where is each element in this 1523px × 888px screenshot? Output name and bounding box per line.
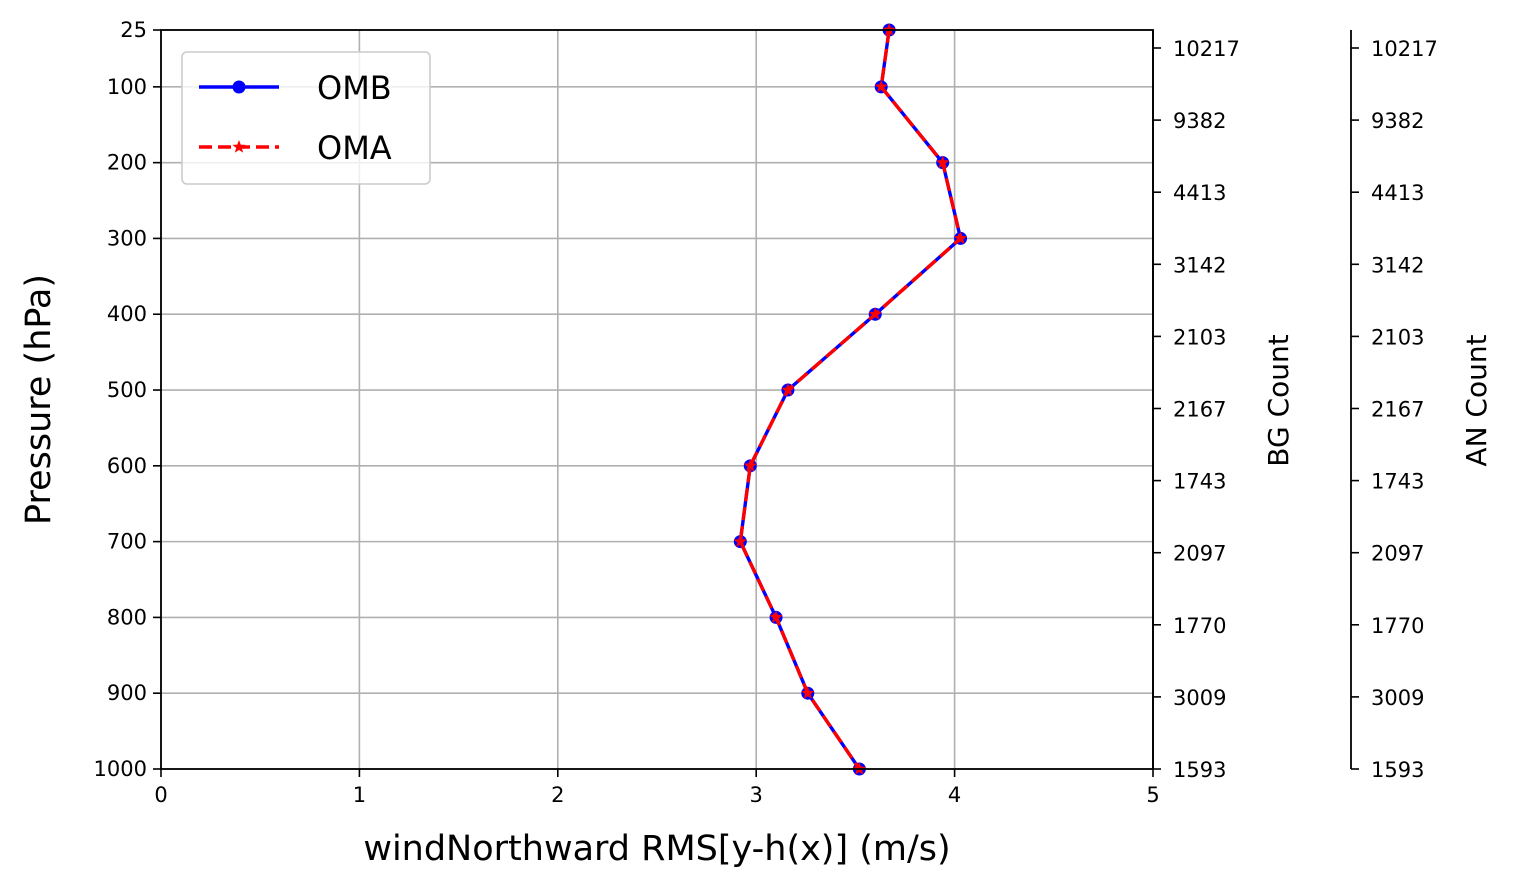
legend: OMB OMA	[181, 51, 431, 185]
y-tick-label: 900	[107, 681, 147, 705]
secondary-axis-title: AN Count	[1460, 334, 1493, 466]
count-tick-label: 10217	[1371, 37, 1438, 61]
legend-marker-oma	[232, 140, 246, 153]
data-point	[743, 458, 757, 472]
count-tick-label: 2167	[1173, 398, 1226, 422]
y-tick-label: 800	[107, 605, 147, 629]
y-tick-label: 600	[107, 454, 147, 478]
y-tick-label: 100	[107, 75, 147, 99]
y-tick-label: 700	[107, 530, 147, 554]
series-oma	[733, 23, 968, 775]
x-axis-title: windNorthward RMS[y-h(x)] (m/s)	[363, 829, 950, 869]
legend-marker-omb	[232, 80, 246, 94]
count-tick-label: 1770	[1173, 614, 1226, 638]
data-point	[733, 534, 747, 548]
y-tick-label: 500	[107, 378, 147, 402]
data-point	[801, 686, 815, 699]
series-omb	[733, 23, 968, 776]
data-point	[874, 79, 888, 93]
count-tick-label: 2103	[1371, 325, 1424, 349]
secondary-axis-title: BG Count	[1262, 334, 1295, 466]
data-point	[769, 610, 783, 624]
count-tick-label: 1770	[1371, 614, 1424, 638]
x-tick-label: 4	[948, 783, 961, 807]
axes: 0 1 2 3 4 5 25 100 200 300 400 500 600 700 800 900 1000 w…	[19, 18, 1493, 869]
count-tick-label: 1593	[1173, 758, 1226, 782]
x-tick-label: 2	[551, 783, 564, 807]
data-point	[868, 307, 882, 320]
count-tick-label: 3009	[1371, 686, 1424, 710]
count-tick-label: 2167	[1371, 398, 1424, 422]
x-tick-label: 0	[154, 783, 167, 807]
count-tick-label: 4413	[1371, 181, 1424, 205]
legend-label-oma: OMA	[317, 129, 392, 167]
y-tick-label: 200	[107, 151, 147, 175]
count-tick-label: 10217	[1173, 37, 1240, 61]
y-axis-title: Pressure (hPa)	[19, 274, 59, 525]
data-point	[781, 383, 795, 396]
x-tick-label: 1	[353, 783, 366, 807]
count-tick-label: 4413	[1173, 181, 1226, 205]
count-tick-label: 1593	[1371, 758, 1424, 782]
legend-label-omb: OMB	[317, 69, 392, 107]
series-line	[738, 29, 963, 770]
series-layer	[733, 23, 968, 776]
count-tick-label: 3142	[1371, 253, 1424, 277]
y-tick-label: 25	[120, 18, 147, 42]
series-line	[738, 29, 963, 770]
count-tick-label: 9382	[1173, 109, 1226, 133]
count-tick-label: 2103	[1173, 325, 1226, 349]
y-tick-label: 300	[107, 226, 147, 250]
x-tick-label: 5	[1146, 783, 1159, 807]
count-tick-label: 1743	[1371, 470, 1424, 494]
data-point	[936, 155, 950, 169]
y-tick-label: 1000	[94, 757, 147, 781]
legend-box	[181, 51, 431, 185]
y-tick-label: 400	[107, 302, 147, 326]
count-tick-label: 1743	[1173, 470, 1226, 494]
data-point	[953, 231, 968, 245]
count-tick-label: 2097	[1371, 542, 1424, 566]
x-tick-label: 3	[750, 783, 763, 807]
count-tick-label: 3009	[1173, 686, 1226, 710]
count-tick-label: 2097	[1173, 542, 1226, 566]
count-tick-label: 3142	[1173, 253, 1226, 277]
count-tick-label: 9382	[1371, 109, 1424, 133]
